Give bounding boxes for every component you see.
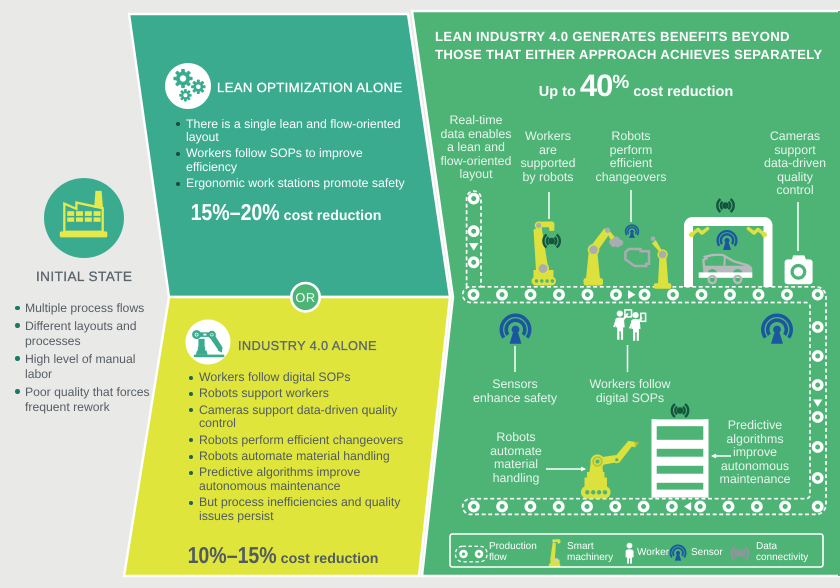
svg-text:OR: OR (295, 290, 315, 305)
